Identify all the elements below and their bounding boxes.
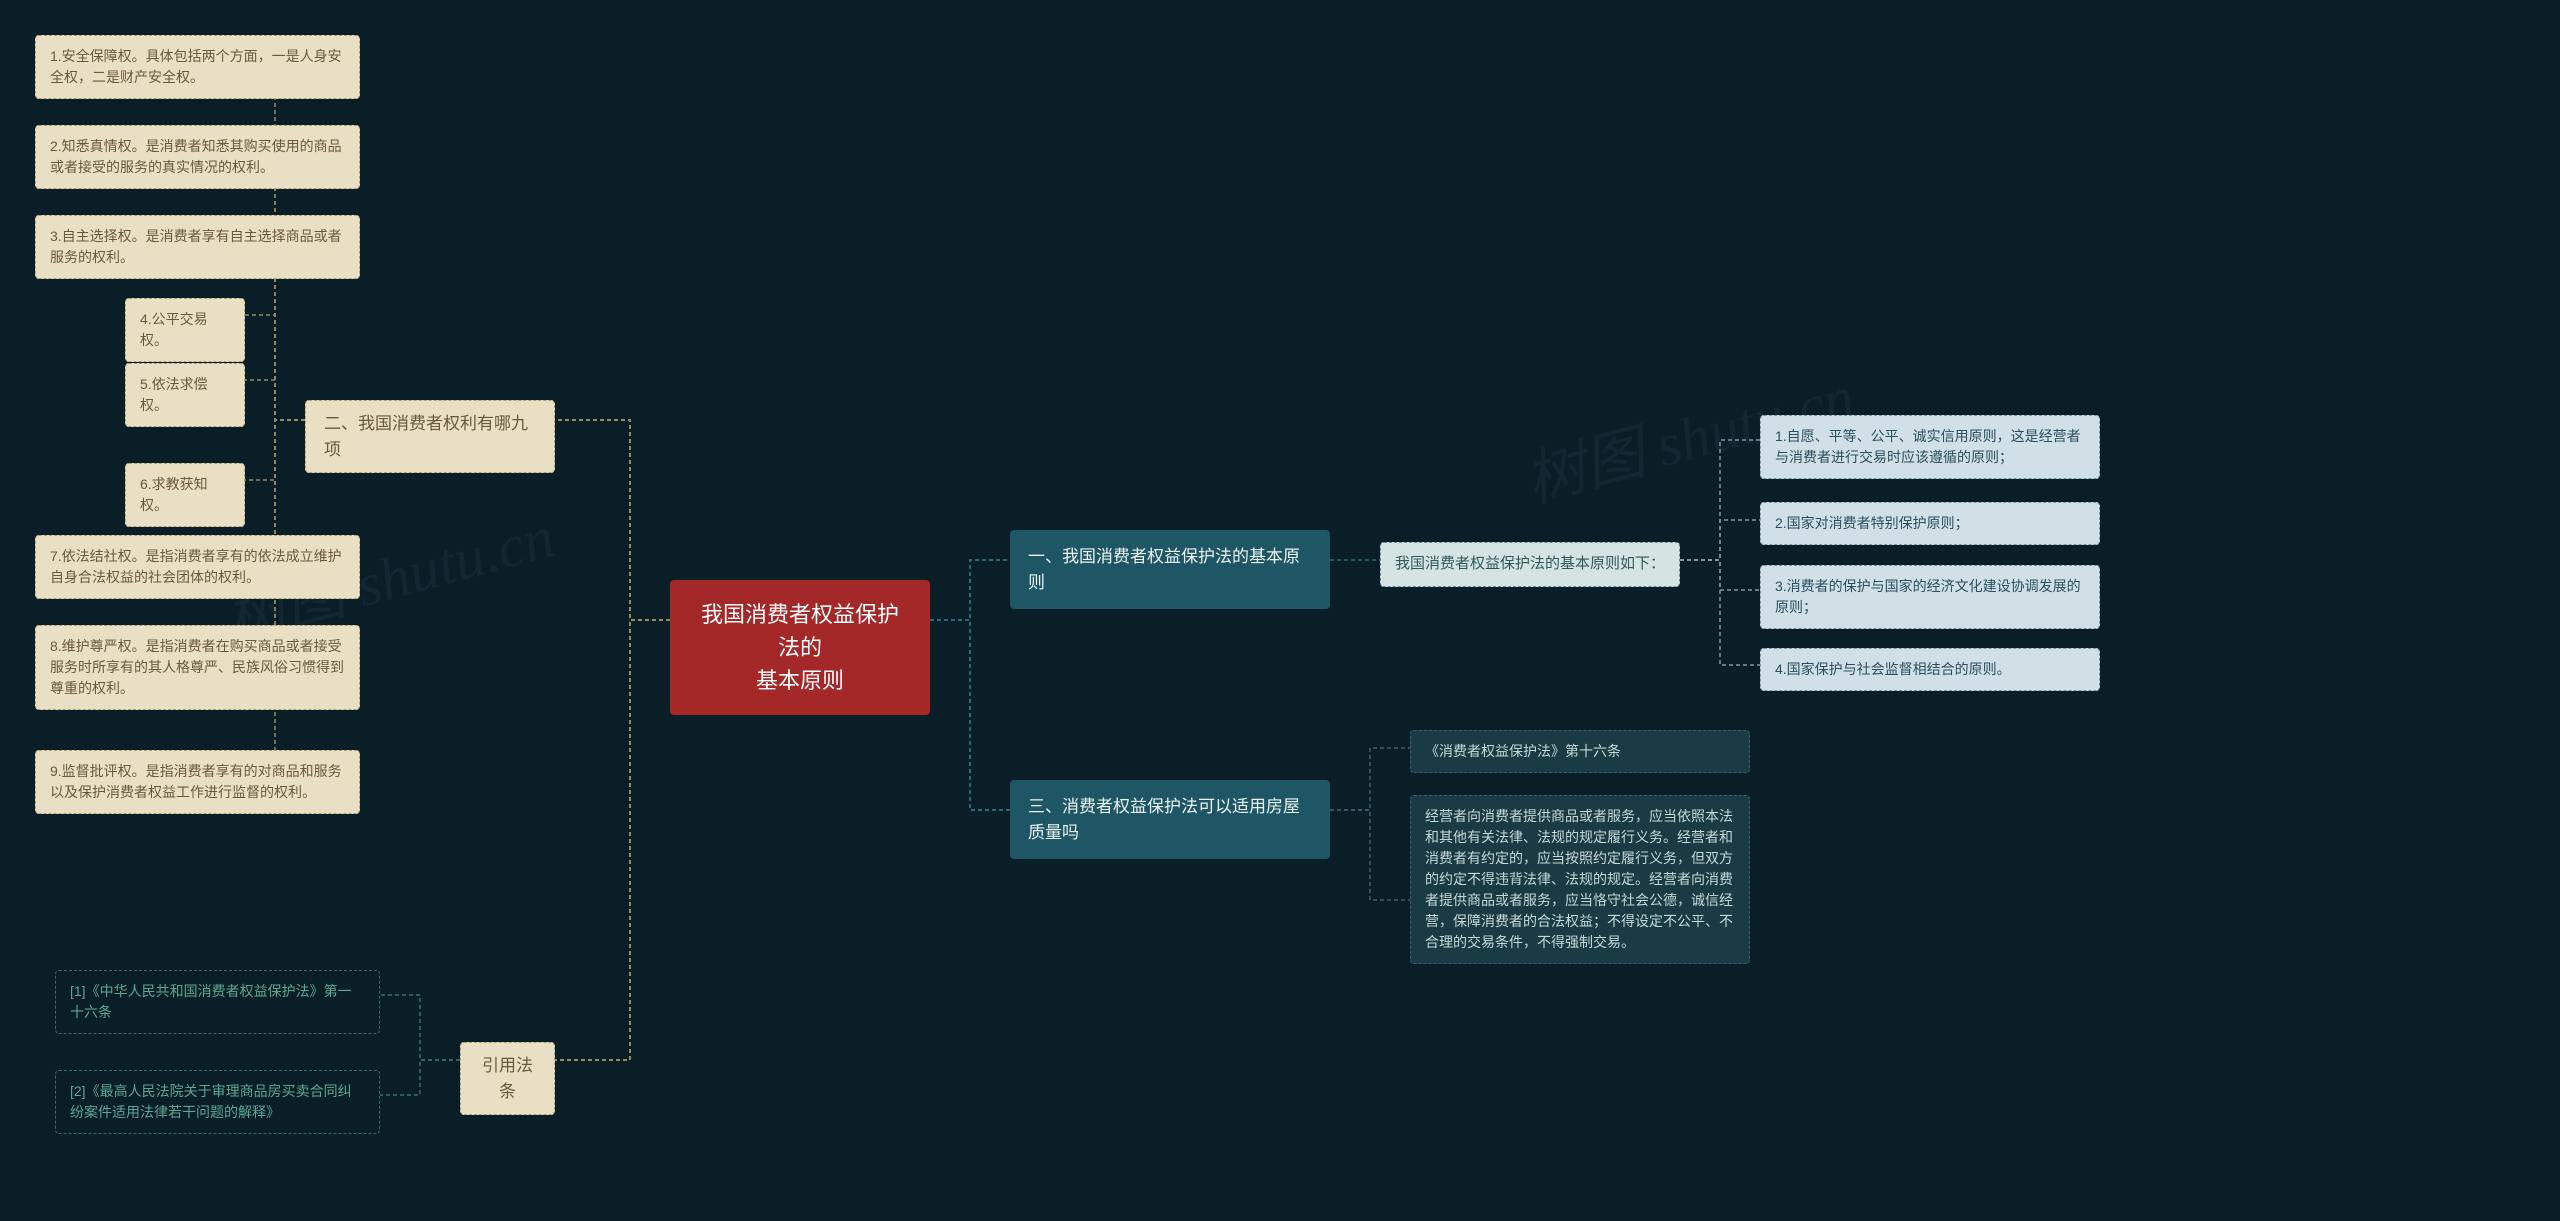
b1-leaf-4: 4.国家保护与社会监督相结合的原则。 xyxy=(1760,648,2100,691)
b2-leaf-2: 2.知悉真情权。是消费者知悉其购买使用的商品或者接受的服务的真实情况的权利。 xyxy=(35,125,360,189)
b4-leaf-1: [1]《中华人民共和国消费者权益保护法》第一十六条 xyxy=(55,970,380,1034)
b2-leaf-5: 5.依法求偿权。 xyxy=(125,363,245,427)
b2-leaf-7: 7.依法结社权。是指消费者享有的依法成立维护自身合法权益的社会团体的权利。 xyxy=(35,535,360,599)
b2-leaf-9: 9.监督批评权。是指消费者享有的对商品和服务以及保护消费者权益工作进行监督的权利… xyxy=(35,750,360,814)
b2-leaf-6: 6.求教获知权。 xyxy=(125,463,245,527)
b1-leaf-2: 2.国家对消费者特别保护原则； xyxy=(1760,502,2100,545)
b3-leaf-2: 经营者向消费者提供商品或者服务，应当依照本法和其他有关法律、法规的规定履行义务。… xyxy=(1410,795,1750,964)
connector-lines xyxy=(0,0,2560,1221)
branch-1-sub: 我国消费者权益保护法的基本原则如下： xyxy=(1380,542,1680,587)
b2-leaf-8: 8.维护尊严权。是指消费者在购买商品或者接受服务时所享有的其人格尊严、民族风俗习… xyxy=(35,625,360,710)
branch-1: 一、我国消费者权益保护法的基本原则 xyxy=(1010,530,1330,609)
branch-3: 三、消费者权益保护法可以适用房屋质量吗 xyxy=(1010,780,1330,859)
b2-leaf-1: 1.安全保障权。具体包括两个方面，一是人身安全权，二是财产安全权。 xyxy=(35,35,360,99)
branch-4: 引用法条 xyxy=(460,1042,555,1115)
root-node: 我国消费者权益保护法的基本原则 xyxy=(670,580,930,715)
branch-2: 二、我国消费者权利有哪九项 xyxy=(305,400,555,473)
b1-leaf-3: 3.消费者的保护与国家的经济文化建设协调发展的原则； xyxy=(1760,565,2100,629)
b2-leaf-4: 4.公平交易权。 xyxy=(125,298,245,362)
b4-leaf-2: [2]《最高人民法院关于审理商品房买卖合同纠纷案件适用法律若干问题的解释》 xyxy=(55,1070,380,1134)
b2-leaf-3: 3.自主选择权。是消费者享有自主选择商品或者服务的权利。 xyxy=(35,215,360,279)
b3-leaf-1: 《消费者权益保护法》第十六条 xyxy=(1410,730,1750,773)
b1-leaf-1: 1.自愿、平等、公平、诚实信用原则，这是经营者与消费者进行交易时应该遵循的原则； xyxy=(1760,415,2100,479)
